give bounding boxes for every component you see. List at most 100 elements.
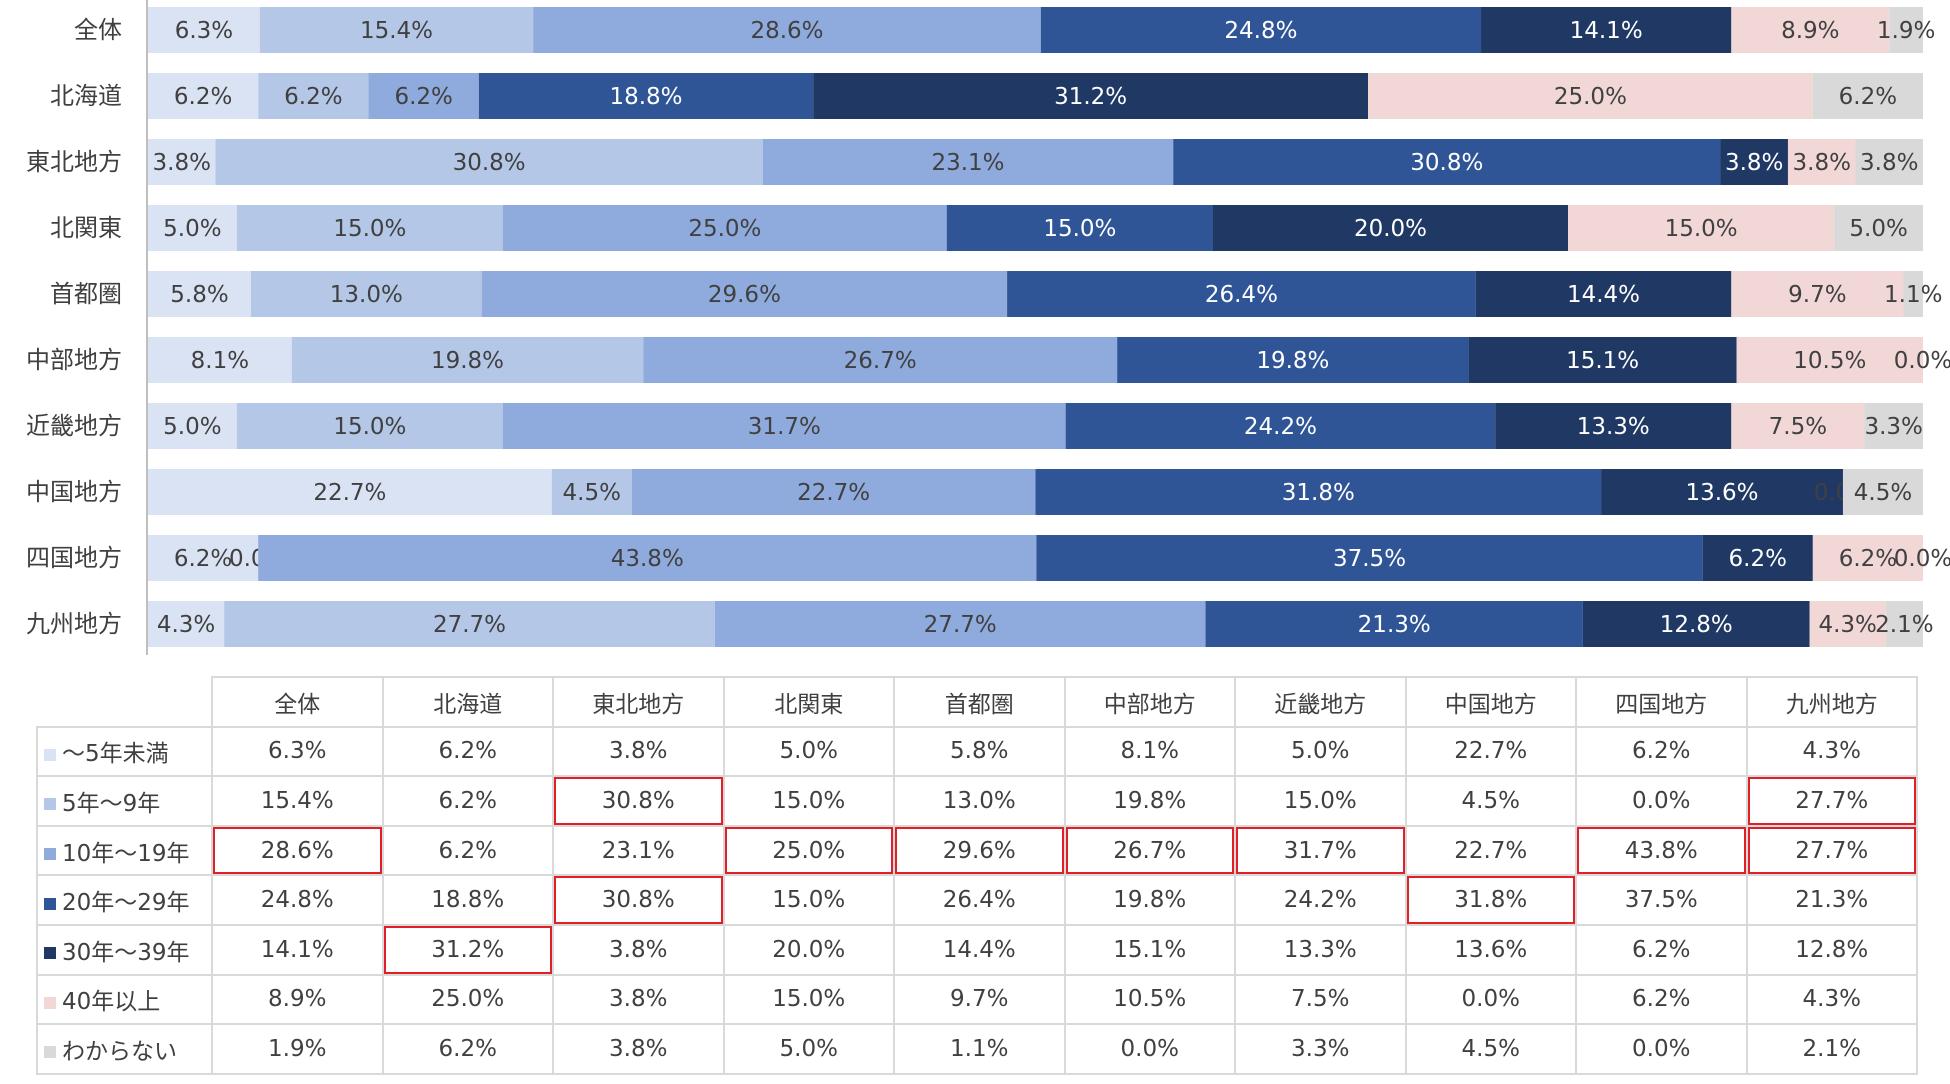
table-cell: 6.2% xyxy=(1575,725,1748,778)
table-cell: 26.7% xyxy=(1063,824,1236,877)
legend-swatch xyxy=(44,1046,56,1059)
table-cell: 9.7% xyxy=(893,973,1066,1026)
bar-segment xyxy=(148,337,292,383)
data-label: 30.8% xyxy=(1410,150,1483,176)
data-label: 6.2% xyxy=(1839,546,1897,572)
legend-label: 20年～29年 xyxy=(62,890,190,917)
bar-segment xyxy=(1736,337,1923,383)
legend-label: 5年～9年 xyxy=(62,790,161,817)
bar-segment xyxy=(551,469,632,515)
bar-segment xyxy=(1117,337,1469,383)
bar-segment xyxy=(1809,601,1886,647)
bar-segment xyxy=(148,73,259,119)
bar-segment xyxy=(148,205,237,251)
bar-segment xyxy=(1812,73,1923,119)
table-cell: 10.5% xyxy=(1063,973,1236,1026)
data-label: 4.5% xyxy=(1854,480,1912,506)
table-cell: 13.3% xyxy=(1234,923,1407,976)
bar-segment xyxy=(215,139,763,185)
data-label: 15.0% xyxy=(333,216,406,242)
bar-segment xyxy=(148,469,552,515)
legend-swatch xyxy=(44,798,56,811)
table-cell: 13.6% xyxy=(1404,923,1577,976)
data-label: 3.8% xyxy=(1793,150,1851,176)
legend-label: 10年～19年 xyxy=(62,840,190,867)
bar-segment xyxy=(1787,139,1856,185)
bar-segment xyxy=(258,535,1037,581)
table-cell: 27.7% xyxy=(1745,775,1918,827)
table-cell: 15.0% xyxy=(722,874,895,926)
data-label: 37.5% xyxy=(1333,546,1406,572)
table-cell: 18.8% xyxy=(381,874,554,926)
data-label: 3.3% xyxy=(1864,414,1922,440)
data-table: 全体 北海道 東北地方 北関東 首都圏 中部地方 近畿地方 中国地方 四国地方 九州地方 ～5年未… xyxy=(36,676,1918,1075)
table-cell: 25.0% xyxy=(722,824,895,877)
data-label: 25.0% xyxy=(1554,84,1627,110)
table-cell: 15.0% xyxy=(1234,775,1407,827)
bar-segment xyxy=(714,601,1206,647)
table-cell: 43.8% xyxy=(1575,824,1748,877)
table-cell: 15.0% xyxy=(722,973,895,1026)
table-column-header: 九州地方 xyxy=(1745,676,1918,728)
bar-segment xyxy=(1864,403,1923,449)
table-cell: 7.5% xyxy=(1234,973,1407,1026)
data-label: 0.0% xyxy=(1894,546,1950,572)
bar-segment xyxy=(1481,7,1732,53)
bar-segment xyxy=(1205,601,1583,647)
y-tick-label: 東北地方 xyxy=(26,148,122,176)
data-label: 12.8% xyxy=(1660,612,1733,638)
bar-segment xyxy=(1035,469,1602,515)
data-label: 4.3% xyxy=(157,612,215,638)
data-label: 27.7% xyxy=(433,612,506,638)
bar-segment xyxy=(1213,205,1568,251)
data-label: 26.7% xyxy=(844,348,917,374)
bar-segment xyxy=(1903,271,1923,317)
data-label: 31.2% xyxy=(1054,84,1127,110)
table-cell: 0.0% xyxy=(1575,775,1748,827)
legend-label: 40年以上 xyxy=(62,989,161,1016)
data-label: 13.0% xyxy=(330,282,403,308)
data-label: 24.8% xyxy=(1224,18,1297,44)
table-column-header: 四国地方 xyxy=(1575,676,1748,728)
bar-segment xyxy=(148,403,237,449)
data-label: 28.6% xyxy=(750,18,823,44)
data-label: 15.0% xyxy=(333,414,406,440)
table-cell: 15.4% xyxy=(211,775,384,827)
bar-segment xyxy=(946,205,1213,251)
bar-segment xyxy=(148,271,251,317)
table-cell: 3.8% xyxy=(552,923,725,976)
table-column-header: 近畿地方 xyxy=(1234,676,1407,728)
bar-segment xyxy=(1173,139,1721,185)
table-cell: 31.2% xyxy=(381,923,554,976)
table-cell: 15.0% xyxy=(722,775,895,827)
y-tick-label: 九州地方 xyxy=(26,610,122,638)
data-label: 9.7% xyxy=(1788,282,1846,308)
stacked-bar-chart: 全体 6.3% 15.4% 28.6% 24.8% 14.1% 8.9% 1.9% 北海道 6.2… xyxy=(26,0,1950,655)
data-label: 22.7% xyxy=(797,480,870,506)
table-cell: 13.0% xyxy=(893,775,1066,827)
data-label: 15.4% xyxy=(360,18,433,44)
table-column-header: 北関東 xyxy=(722,676,895,728)
table-cell: 24.8% xyxy=(211,874,384,926)
table-cell: 4.3% xyxy=(1745,973,1918,1026)
bar-segment xyxy=(148,535,259,581)
table-column-header: 中国地方 xyxy=(1404,676,1577,728)
bar-segment xyxy=(643,337,1118,383)
table-cell: 22.7% xyxy=(1404,824,1577,877)
bar-segment xyxy=(258,73,369,119)
bar-segment xyxy=(1834,205,1923,251)
bar-segment xyxy=(1568,205,1835,251)
legend-row-label: ～5年未満 xyxy=(36,725,213,778)
bar-segment xyxy=(1720,139,1788,185)
data-label: 5.0% xyxy=(1849,216,1907,242)
legend-row-label: 40年以上 xyxy=(36,973,213,1026)
data-label: 29.6% xyxy=(708,282,781,308)
table-cell: 6.2% xyxy=(381,1023,554,1075)
bar-segment xyxy=(1731,403,1865,449)
bar-segment xyxy=(1040,7,1482,53)
table-cell: 1.9% xyxy=(211,1023,384,1075)
table-cell: 5.0% xyxy=(1234,725,1407,778)
bar-segment xyxy=(1368,73,1813,119)
table-row: 30年～39年 14.1% 31.2% 3.8% 20.0% 14.4% 15.1% 13.3… xyxy=(36,923,1918,976)
table-cell: 30.8% xyxy=(552,775,725,827)
